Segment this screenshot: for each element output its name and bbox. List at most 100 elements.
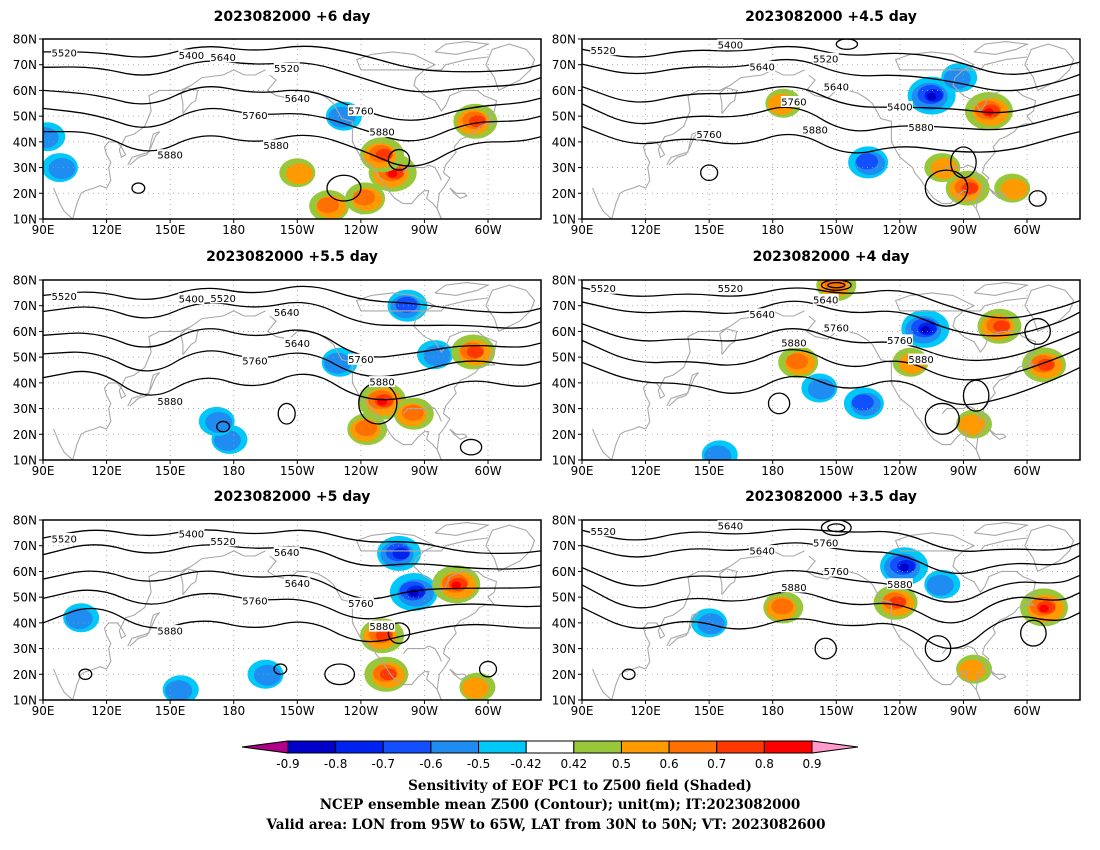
latitude-labels: 10N 20N 30N 40N 50N 60N 70N 80N bbox=[552, 514, 582, 708]
lat-label: 50N bbox=[552, 351, 576, 365]
z500-contour-line bbox=[43, 86, 541, 121]
z500-contour-line bbox=[43, 570, 541, 600]
lat-label: 60N bbox=[13, 84, 37, 98]
z500-contour-line bbox=[582, 58, 1080, 92]
z500-contour-line bbox=[43, 370, 541, 401]
lat-label: 50N bbox=[13, 110, 37, 124]
footer-line-3: Valid area: LON from 95W to 65W, LAT fro… bbox=[266, 817, 826, 833]
lat-label: 50N bbox=[13, 591, 37, 605]
lat-label: 60N bbox=[552, 565, 576, 579]
z500-contour-line bbox=[582, 361, 1080, 406]
contour-label: 5880 bbox=[802, 126, 827, 137]
coastline-segment bbox=[53, 426, 107, 460]
lon-label: 90E bbox=[32, 223, 55, 237]
contour-labels: 5520 5400 5520 5640 5640 5760 5760 5880 5880 bbox=[51, 527, 396, 638]
longitude-labels: 90E 120E 150E 180 150W 120W 90W 60W bbox=[571, 460, 1041, 478]
sensitivity-patch bbox=[704, 445, 732, 460]
coastline-segment bbox=[127, 372, 161, 407]
footer-line-2: NCEP ensemble mean Z500 (Contour); unit(… bbox=[320, 797, 801, 813]
z500-closed-contour bbox=[820, 520, 852, 537]
lon-label: 120E bbox=[630, 704, 661, 718]
longitude-labels: 90E 120E 150E 180 150W 120W 90W 60W bbox=[571, 700, 1041, 718]
z500-closed-contour bbox=[1028, 190, 1047, 207]
lat-label: 30N bbox=[552, 161, 576, 175]
sensitivity-patch bbox=[401, 404, 424, 421]
sensitivity-patch bbox=[958, 659, 986, 681]
sensitivity-patch bbox=[285, 163, 313, 185]
lon-label: 90W bbox=[411, 704, 438, 718]
contour-labels: 5520 5520 5640 5640 5760 5760 5880 5880 bbox=[590, 282, 935, 366]
contour-label-bg bbox=[273, 62, 300, 74]
sensitivity-patch bbox=[889, 596, 906, 609]
lat-label: 60N bbox=[13, 325, 37, 339]
panel-title: 2023082000 +4 day bbox=[753, 249, 910, 265]
contour-label: 5520 bbox=[718, 284, 743, 295]
contour-label-bg bbox=[812, 52, 839, 64]
longitude-labels: 90E 120E 150E 180 150W 120W 90W 60W bbox=[32, 460, 502, 478]
coastline-segment bbox=[988, 187, 1007, 200]
contour-label: 5640 bbox=[749, 547, 774, 558]
lat-label: 70N bbox=[13, 58, 37, 72]
contour-label-bg bbox=[178, 49, 205, 61]
coastline-segment bbox=[642, 550, 805, 670]
contour-label-bg bbox=[369, 126, 396, 138]
lat-label: 70N bbox=[552, 58, 576, 72]
z500-closed-contour bbox=[924, 402, 960, 435]
coastline-segment bbox=[402, 164, 442, 181]
contour-label-bg bbox=[823, 321, 850, 333]
contour-label: 5760 bbox=[242, 357, 267, 368]
lat-label: 70N bbox=[552, 539, 576, 553]
longitude-labels: 90E 120E 150E 180 150W 120W 90W 60W bbox=[32, 700, 502, 718]
colorbar-swatch bbox=[335, 740, 384, 754]
lat-label: 50N bbox=[552, 591, 576, 605]
lon-label: 90W bbox=[950, 464, 977, 478]
colorbar-tick-label: 0.9 bbox=[802, 757, 821, 771]
contour-label: 5640 bbox=[274, 308, 299, 319]
sensitivity-patch bbox=[43, 127, 59, 149]
coastline-segment bbox=[103, 310, 266, 430]
sensitivity-patch bbox=[993, 320, 1010, 333]
sensitivity-patch bbox=[926, 92, 937, 101]
lat-label: 50N bbox=[552, 110, 576, 124]
sensitivity-patch bbox=[1000, 178, 1028, 200]
lat-label: 10N bbox=[552, 213, 576, 227]
contour-label-bg bbox=[210, 292, 237, 304]
coastline-segment bbox=[592, 185, 646, 219]
sensitivity-patch bbox=[856, 153, 879, 170]
contour-label: 5520 bbox=[590, 284, 615, 295]
coastline-segment bbox=[952, 56, 1037, 219]
colorbar-swatch bbox=[620, 740, 670, 754]
coastline-segment bbox=[592, 666, 646, 700]
lat-label: 20N bbox=[552, 428, 576, 442]
panel-title: 2023082000 +5.5 day bbox=[206, 249, 378, 265]
sensitivity-patch bbox=[387, 169, 398, 178]
map-frame bbox=[581, 519, 1081, 701]
lon-label: 180 bbox=[222, 704, 245, 718]
z500-contour-line bbox=[582, 85, 1080, 114]
contour-label: 5520 bbox=[590, 46, 615, 57]
lat-label: 70N bbox=[552, 299, 576, 313]
lon-label: 150E bbox=[155, 704, 186, 718]
coastline bbox=[53, 282, 536, 460]
sensitivity-patch bbox=[961, 182, 979, 195]
contour-label: 5640 bbox=[813, 295, 838, 306]
contour-label: 5640 bbox=[210, 53, 235, 64]
z500-closed-contour bbox=[814, 637, 837, 660]
latitude-labels: 10N 20N 30N 40N 50N 60N 70N 80N bbox=[13, 274, 43, 468]
coastline-segment bbox=[973, 522, 1029, 536]
coastline-segment bbox=[952, 297, 1037, 460]
contour-label: 5640 bbox=[285, 579, 310, 590]
sensitivity-patch bbox=[165, 680, 193, 700]
z500-closed-contour bbox=[621, 668, 636, 681]
lon-label: 60W bbox=[474, 464, 501, 478]
lat-lon-grid bbox=[582, 280, 1080, 460]
contour-label: 5520 bbox=[813, 54, 838, 65]
contour-label-bg bbox=[749, 545, 776, 557]
coastline-segment bbox=[402, 645, 442, 662]
contour-label: 5640 bbox=[749, 310, 774, 321]
coastline-segment bbox=[180, 328, 199, 355]
contour-label-bg bbox=[886, 101, 913, 113]
sensitivity-patch bbox=[771, 598, 794, 615]
z500-contour-line bbox=[582, 584, 1080, 624]
contour-label-bg bbox=[241, 109, 268, 121]
